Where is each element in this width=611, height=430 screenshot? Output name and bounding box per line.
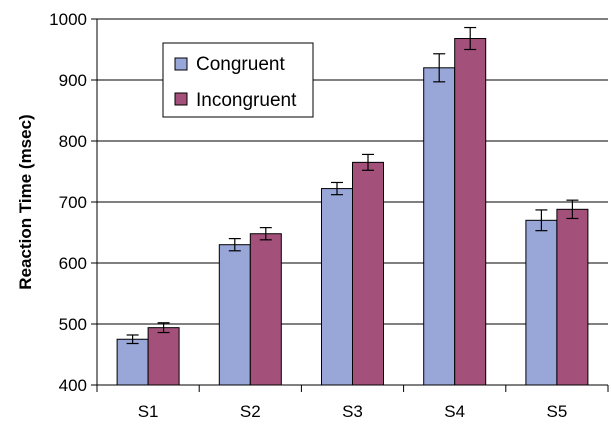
x-tick-label: S1 [138, 402, 159, 421]
bars [116, 26, 589, 386]
y-tick-label: 800 [59, 132, 87, 151]
bar-incongruent-s3 [352, 161, 384, 386]
y-tick-label: 900 [59, 71, 87, 90]
legend-swatch-congruent [174, 57, 188, 71]
x-tick-labels: S1 S2 S3 S4 S5 [138, 402, 568, 421]
bar-incongruent-s2 [249, 233, 282, 386]
y-tick-label: 1000 [49, 10, 87, 29]
bar-congruent-s2 [218, 244, 251, 386]
bar-incongruent-s4 [454, 38, 487, 386]
bar-congruent-s5 [525, 219, 558, 386]
bar-incongruent-s1 [147, 327, 180, 386]
bar-congruent-s3 [321, 188, 353, 386]
x-tick-label: S5 [547, 402, 568, 421]
legend-label-incongruent: Incongruent [196, 90, 297, 111]
bar-incongruent-s5 [556, 208, 589, 386]
y-tick-label: 600 [59, 254, 87, 273]
y-tick-labels: 400 500 600 700 800 900 1000 [49, 10, 87, 395]
x-tick-label: S2 [240, 402, 261, 421]
legend-label-congruent: Congruent [196, 54, 285, 75]
legend-box [162, 42, 314, 118]
legend-swatch-incongruent [174, 92, 188, 106]
y-axis-title: Reaction Time (msec) [16, 114, 35, 289]
axes [91, 18, 609, 392]
y-tick-label: 400 [59, 376, 87, 395]
bar-congruent-s1 [116, 338, 149, 386]
x-tick-label: S4 [444, 402, 465, 421]
bar-congruent-s4 [423, 67, 456, 386]
legend: Congruent Incongruent [162, 42, 314, 118]
y-tick-label: 700 [59, 193, 87, 212]
y-tick-label: 500 [59, 315, 87, 334]
x-tick-label: S3 [342, 402, 363, 421]
